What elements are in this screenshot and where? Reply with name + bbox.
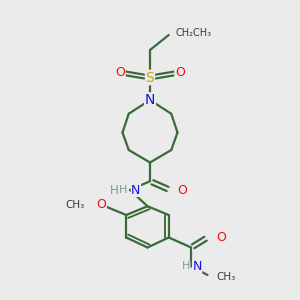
Text: HN: HN [110,184,128,196]
Text: H: H [182,261,190,271]
Text: CH₂CH₃: CH₂CH₃ [175,28,211,38]
Text: O: O [115,66,125,79]
Text: S: S [146,70,154,85]
Text: O: O [175,66,185,79]
Text: H: H [119,185,128,195]
Text: CH₃: CH₃ [216,272,236,283]
Text: O: O [96,199,106,212]
Text: O: O [216,231,226,244]
Text: N: N [131,184,141,196]
Text: N: N [145,93,155,107]
Text: CH₃: CH₃ [66,200,85,210]
Text: O: O [178,184,188,196]
Text: N: N [193,260,202,273]
